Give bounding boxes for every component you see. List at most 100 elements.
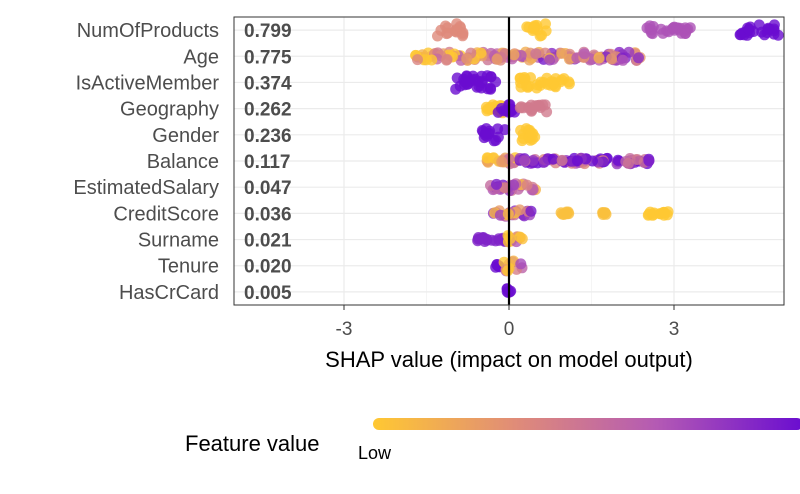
shap-point <box>479 129 491 141</box>
shap-point <box>521 179 533 191</box>
shap-point <box>606 53 617 65</box>
shap-point <box>643 155 655 167</box>
shap-point <box>648 209 660 220</box>
shap-point <box>441 54 452 66</box>
shap-point <box>455 22 466 34</box>
importance-label: 0.021 <box>244 231 292 252</box>
legend-low-label: Low <box>358 443 392 463</box>
shap-point <box>450 83 462 95</box>
importance-label: 0.047 <box>244 178 292 199</box>
shap-point <box>515 258 527 270</box>
shap-point <box>631 154 643 165</box>
shap-point <box>481 152 493 164</box>
shap-point <box>762 23 774 35</box>
shap-point <box>661 209 673 221</box>
feature-label: CreditScore <box>113 203 219 225</box>
shap-point <box>556 47 568 59</box>
feature-label: Balance <box>147 151 219 173</box>
shap-point <box>515 81 527 93</box>
importance-label: 0.117 <box>244 152 291 173</box>
shap-point <box>679 22 691 34</box>
shap-point <box>544 54 556 66</box>
shap-point <box>491 178 502 190</box>
shap-point <box>633 52 644 64</box>
shap-point <box>538 156 550 168</box>
shap-point <box>451 72 463 84</box>
shap-point <box>485 101 496 113</box>
shap-point <box>556 154 568 166</box>
legend-colorbar <box>373 418 800 430</box>
importance-label: 0.020 <box>244 257 292 278</box>
x-tick-label: 0 <box>504 319 515 340</box>
importance-label: 0.374 <box>244 73 292 94</box>
feature-label: IsActiveMember <box>76 72 220 94</box>
shap-point <box>540 18 551 30</box>
importance-label: 0.799 <box>244 21 292 42</box>
shap-point <box>526 104 538 116</box>
shap-point <box>491 53 503 65</box>
x-tick-label: 3 <box>669 319 680 340</box>
importance-label: 0.005 <box>244 283 292 304</box>
shap-point <box>504 233 516 245</box>
shap-point <box>578 48 590 60</box>
shap-point <box>518 72 530 83</box>
feature-labels: NumOfProducts 0.799 Age 0.775 IsActiveMember… <box>73 20 292 304</box>
importance-label: 0.036 <box>244 204 292 225</box>
shap-point <box>617 54 629 66</box>
shap-point <box>599 207 611 219</box>
shap-point <box>646 24 658 36</box>
x-axis-ticks: -3 0 3 <box>336 305 680 340</box>
shap-point <box>518 154 530 166</box>
shap-point <box>593 52 605 64</box>
shap-point <box>477 232 488 244</box>
shap-point <box>541 106 553 118</box>
feature-label: Gender <box>152 125 219 147</box>
importance-label: 0.236 <box>244 126 292 147</box>
shap-point <box>442 22 454 34</box>
shap-point <box>515 101 527 113</box>
shap-point <box>558 209 570 220</box>
shap-point <box>499 124 511 136</box>
shap-point <box>471 81 483 93</box>
feature-label: EstimatedSalary <box>73 177 219 199</box>
shap-point <box>412 54 423 66</box>
shap-point <box>492 106 504 118</box>
feature-label: Tenure <box>158 256 219 278</box>
shap-point <box>514 204 526 216</box>
x-axis-title: SHAP value (impact on model output) <box>325 347 693 372</box>
shap-point <box>499 182 511 194</box>
feature-label: HasCrCard <box>119 282 219 304</box>
shap-point <box>527 155 539 166</box>
shap-point <box>525 127 537 139</box>
importance-label: 0.262 <box>244 100 292 121</box>
shap-point <box>508 179 520 191</box>
shap-point <box>622 157 634 169</box>
shap-point <box>525 205 537 217</box>
x-tick-label: -3 <box>336 319 353 340</box>
points-layer <box>410 18 784 298</box>
legend-title: Feature value <box>185 431 320 456</box>
shap-point <box>502 265 514 277</box>
feature-label: NumOfProducts <box>77 20 219 42</box>
feature-label: Age <box>183 46 219 68</box>
shap-point <box>505 285 517 297</box>
shap-point <box>657 27 669 39</box>
shap-point <box>488 135 500 147</box>
shap-point <box>426 54 438 66</box>
shap-point <box>548 76 559 88</box>
feature-label: Surname <box>138 230 219 252</box>
shap-point <box>461 53 473 65</box>
shap-point <box>671 22 683 34</box>
shap-point <box>527 25 539 36</box>
shap-point <box>482 83 494 95</box>
importance-label: 0.775 <box>244 47 292 68</box>
shap-point <box>496 156 508 168</box>
shap-point <box>516 233 528 245</box>
feature-label: Geography <box>120 99 219 121</box>
shap-point <box>742 22 754 34</box>
shap-point <box>530 48 542 60</box>
shap-point <box>508 49 520 61</box>
shap-point <box>481 70 493 82</box>
shap-point <box>571 155 583 167</box>
